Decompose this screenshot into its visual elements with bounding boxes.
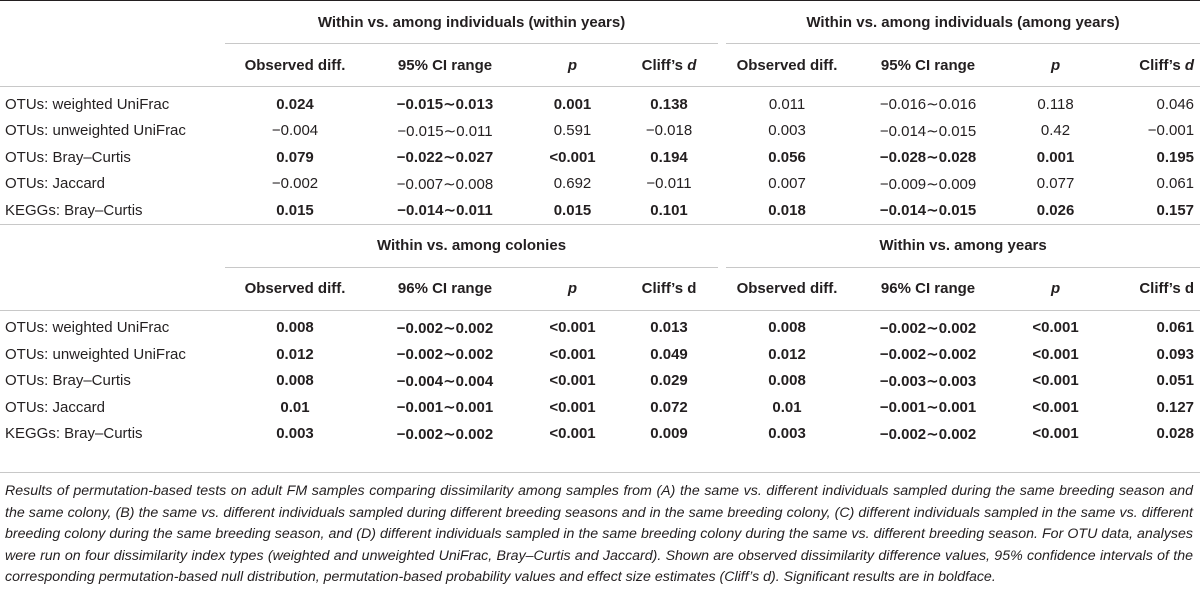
col-p: p [567, 280, 578, 297]
col-ci-range: 96% CI range [880, 280, 976, 297]
col-cliffs-d: Cliff’s d [641, 56, 697, 74]
row-label: OTUs: Bray–Curtis [5, 148, 131, 166]
column-header-row-a: Observed diff. 95% CI range p Cliff’s d … [0, 44, 1200, 87]
col-p: p [1050, 56, 1061, 74]
col-p: p [1050, 280, 1061, 297]
empty-corner [0, 1, 225, 44]
group-header-years: Within vs. among years [726, 224, 1200, 268]
col-ci-range: 95% CI range [880, 56, 976, 74]
row-label: OTUs: Bray–Curtis [5, 372, 131, 390]
row-label: OTUs: Jaccard [5, 398, 106, 416]
col-ci-range: 95% CI range [397, 56, 493, 74]
table-row: OTUs: Bray–Curtis 0.079 −0.022∼0.027 <0.… [0, 144, 1200, 171]
col-observed-diff: Observed diff. [244, 280, 346, 297]
table-row: OTUs: Bray–Curtis 0.008 −0.004∼0.004 <0.… [0, 368, 1200, 395]
table-row: KEGGs: Bray–Curtis 0.015 −0.014∼0.011 0.… [0, 197, 1200, 224]
col-observed-diff: Observed diff. [244, 56, 346, 74]
results-table: Within vs. among individuals (within yea… [0, 0, 1200, 448]
col-observed-diff: Observed diff. [736, 56, 838, 74]
col-cliffs-d: Cliff’s d [1139, 56, 1195, 74]
table-row: OTUs: unweighted UniFrac −0.004 −0.015∼0… [0, 118, 1200, 145]
table-row: OTUs: Jaccard 0.01 −0.001∼0.001 <0.001 0… [0, 394, 1200, 421]
row-label: OTUs: weighted UniFrac [5, 95, 170, 113]
table-row: OTUs: weighted UniFrac 0.024 −0.015∼0.01… [0, 86, 1200, 118]
group-header-colonies: Within vs. among colonies [225, 224, 719, 268]
table-caption: Results of permutation-based tests on ad… [5, 483, 1193, 585]
table-row: OTUs: weighted UniFrac 0.008 −0.002∼0.00… [0, 310, 1200, 341]
table-row: KEGGs: Bray–Curtis 0.003 −0.002∼0.002 <0… [0, 421, 1200, 448]
table-row: OTUs: Jaccard −0.002 −0.007∼0.008 0.692 … [0, 171, 1200, 198]
group-header-row-b: Within vs. among colonies Within vs. amo… [0, 224, 1200, 268]
col-cliffs-d: Cliff’s d [641, 280, 697, 297]
row-label: KEGGs: Bray–Curtis [5, 425, 143, 443]
column-header-row-b: Observed diff. 96% CI range p Cliff’s d … [0, 267, 1200, 310]
row-label: OTUs: unweighted UniFrac [5, 345, 186, 363]
row-label: OTUs: Jaccard [5, 175, 106, 193]
row-label: KEGGs: Bray–Curtis [5, 201, 143, 219]
group-header-row-a: Within vs. among individuals (within yea… [0, 0, 1200, 44]
row-label: OTUs: weighted UniFrac [5, 319, 170, 337]
table-row: OTUs: unweighted UniFrac 0.012 −0.002∼0.… [0, 341, 1200, 368]
col-ci-range: 96% CI range [397, 280, 493, 297]
col-observed-diff: Observed diff. [736, 280, 838, 297]
group-header-within-years: Within vs. among individuals (within yea… [225, 0, 719, 44]
col-p: p [567, 56, 578, 74]
group-header-among-years: Within vs. among individuals (among year… [726, 0, 1200, 44]
row-label: OTUs: unweighted UniFrac [5, 122, 186, 140]
col-cliffs-d: Cliff’s d [1139, 280, 1195, 297]
table-bottom-rule [0, 472, 1200, 473]
